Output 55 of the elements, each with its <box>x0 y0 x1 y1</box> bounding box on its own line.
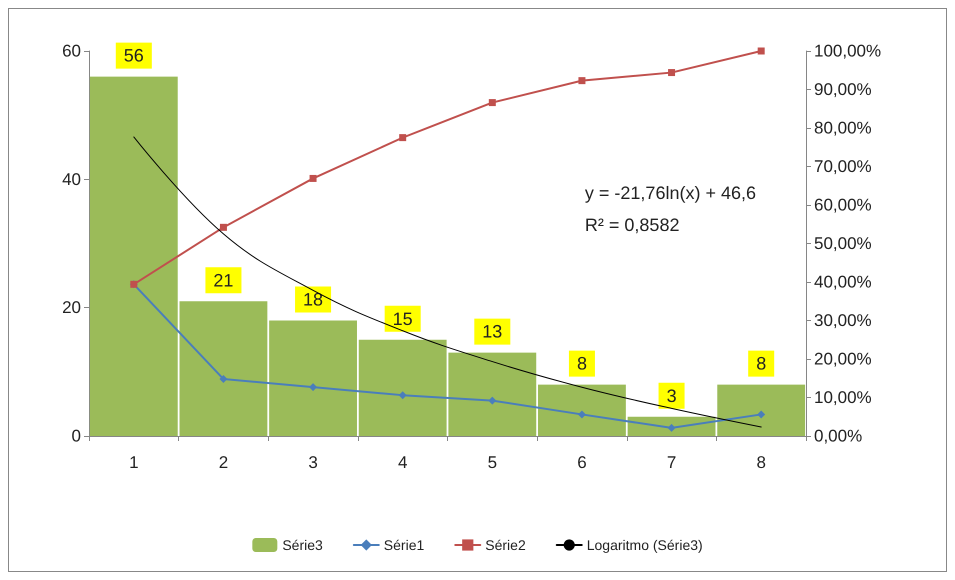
data-label: 8 <box>756 354 766 374</box>
legend-label: Logaritmo (Série3) <box>586 537 703 553</box>
y-tick-label: 20 <box>62 298 81 318</box>
point <box>220 224 227 231</box>
data-label: 13 <box>482 322 502 342</box>
point <box>219 375 228 384</box>
y-tick-label: 40 <box>62 170 81 189</box>
legend-label: Série1 <box>384 537 424 553</box>
point <box>668 424 676 432</box>
point <box>309 383 318 392</box>
data-label: 3 <box>666 386 677 406</box>
x-tick-label: 6 <box>577 453 587 472</box>
annotation: y = -21,76ln(x) + 46,6 <box>584 183 756 203</box>
x-tick-label: 5 <box>488 453 498 472</box>
annotation: R² = 0,8582 <box>584 215 680 235</box>
point <box>398 391 407 400</box>
point <box>488 396 496 405</box>
point <box>758 48 765 54</box>
bar <box>717 384 806 436</box>
point <box>399 134 406 142</box>
data-label: 18 <box>303 290 324 310</box>
y2-tick-label: 30,00% <box>814 311 872 330</box>
y2-tick-label: 10,00% <box>814 388 872 407</box>
bar <box>90 76 178 436</box>
data-label: 15 <box>392 308 413 329</box>
x-tick-label: 8 <box>756 453 766 472</box>
x-tick-label: 3 <box>308 453 318 472</box>
y2-tick-label: 70,00% <box>814 157 872 176</box>
y-tick-label: 0 <box>72 426 81 446</box>
bar <box>358 340 447 436</box>
y2-tick-label: 50,00% <box>814 234 872 253</box>
y2-tick-label: 0,00% <box>814 426 862 446</box>
data-label: 8 <box>576 354 587 374</box>
point <box>668 69 676 76</box>
point <box>578 410 586 418</box>
y2-tick-label: 60,00% <box>814 196 872 214</box>
y-tick-label: 60 <box>62 42 81 60</box>
data-label: 56 <box>124 46 144 66</box>
x-tick-label: 4 <box>398 453 408 472</box>
point <box>488 99 496 106</box>
x-tick-label: 2 <box>218 453 228 472</box>
y2-tick-label: 90,00% <box>814 80 872 99</box>
bar <box>448 352 536 436</box>
x-tick-label: 7 <box>666 453 676 472</box>
legend-label: Série2 <box>485 537 526 553</box>
x-tick-label: 1 <box>129 453 139 472</box>
y2-tick-label: 40,00% <box>814 272 872 292</box>
data-label: 21 <box>213 270 234 290</box>
point <box>310 174 317 182</box>
y2-tick-label: 100,00% <box>814 42 882 60</box>
y2-tick-label: 20,00% <box>814 350 872 368</box>
legend-label: Série3 <box>282 537 324 553</box>
point <box>757 410 766 418</box>
y2-tick-label: 80,00% <box>814 118 872 138</box>
point <box>578 77 586 84</box>
